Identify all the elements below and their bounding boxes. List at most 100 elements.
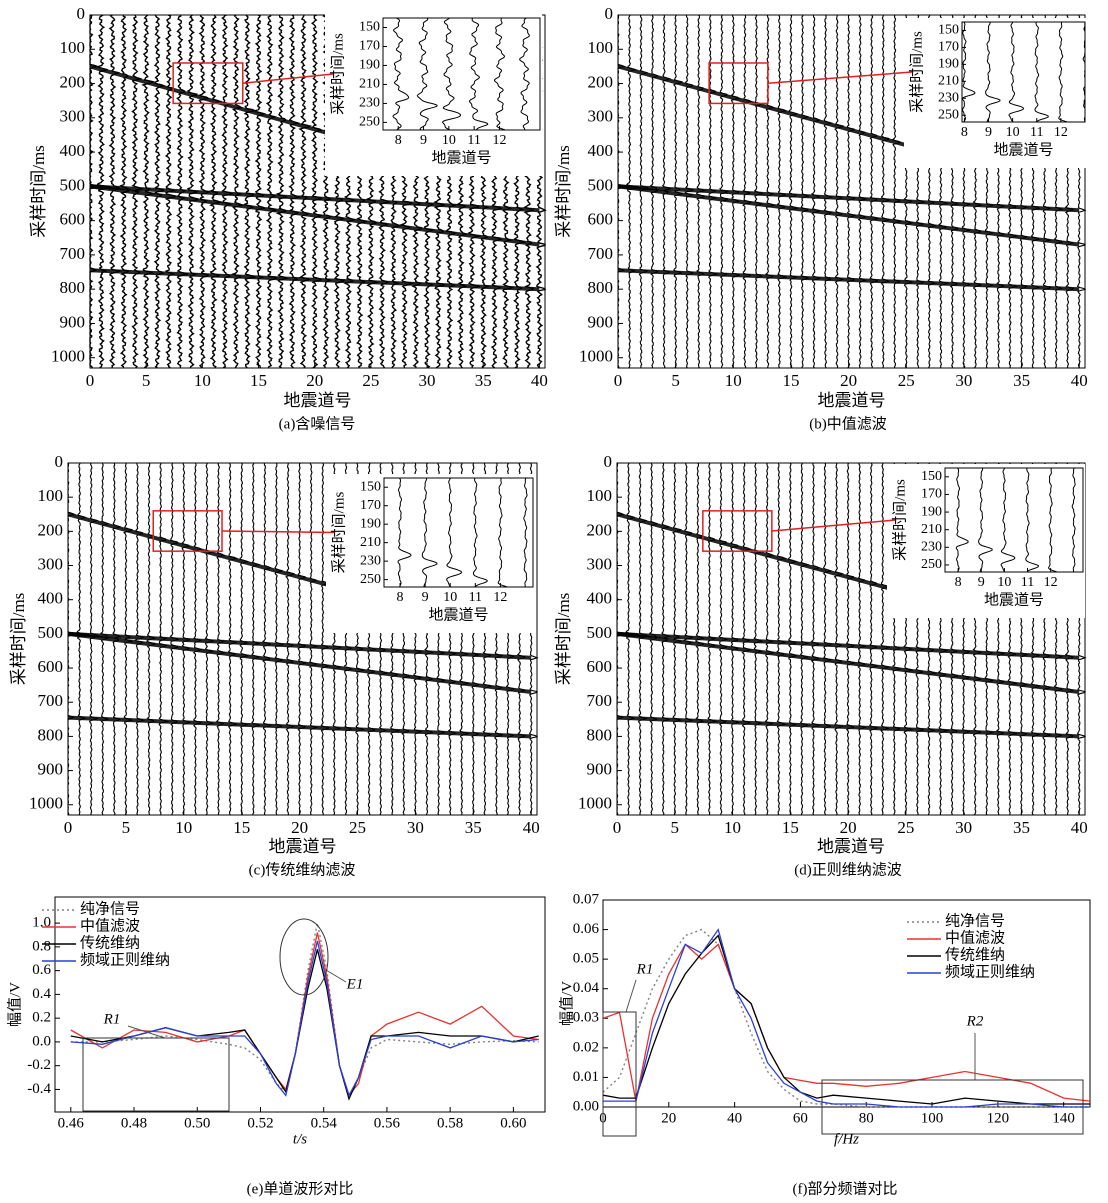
x-tick-label: 5 — [671, 371, 680, 390]
inset-y-tick-label: 250 — [360, 572, 381, 587]
trace — [243, 14, 257, 369]
caption: (a)含噪信号 — [279, 415, 356, 432]
y-tick-label: 600 — [38, 657, 64, 676]
x-tick-label: 25 — [362, 371, 379, 390]
x-tick-label: 60 — [793, 1110, 808, 1126]
event — [67, 631, 532, 660]
inset-y-tick-label: 250 — [359, 115, 380, 130]
trace — [254, 14, 266, 368]
y-tick-label: 0.04 — [573, 980, 600, 996]
x-tick-label: 0.48 — [121, 1115, 147, 1131]
y-tick-label: 300 — [60, 107, 86, 126]
annotation-box — [82, 1037, 230, 1112]
inset-background — [325, 14, 542, 176]
annotation: R2 — [966, 1013, 984, 1029]
trace — [753, 14, 764, 369]
x-tick-label: 0 — [613, 818, 622, 837]
x-tick-label: 25 — [898, 371, 915, 390]
x-tick-label: 25 — [897, 818, 914, 837]
y-tick-label: 200 — [60, 72, 86, 91]
series-line — [70, 932, 539, 1097]
x-tick-label: 0 — [614, 371, 623, 390]
x-axis-label: f/Hz — [834, 1131, 859, 1147]
legend-label: 纯净信号 — [945, 912, 1005, 929]
inset-trace — [1058, 21, 1068, 123]
y-tick-label: 700 — [38, 691, 64, 710]
x-tick-label: 0.56 — [374, 1115, 401, 1131]
inset-x-tick-label: 11 — [469, 590, 482, 605]
zoom-connector — [767, 71, 913, 84]
inset-trace — [421, 477, 438, 588]
x-tick-label: 15 — [233, 818, 250, 837]
trace — [227, 462, 239, 815]
inset-trace — [442, 17, 462, 131]
y-tick-label: 0.8 — [32, 938, 51, 954]
y-tick-label: 0.06 — [573, 921, 600, 937]
y-tick-label: 100 — [38, 486, 64, 505]
y-tick-label: 100 — [60, 38, 86, 57]
annotation-leader — [325, 969, 347, 983]
event — [617, 268, 1080, 292]
y-tick-label: 700 — [588, 244, 614, 263]
inset-trace — [523, 477, 528, 588]
plot-frame — [616, 462, 1086, 816]
trace — [880, 14, 891, 368]
inset-x-tick-label: 10 — [442, 133, 456, 148]
x-tick-label: 20 — [306, 371, 323, 390]
trace — [833, 462, 844, 815]
plot-frame — [89, 14, 546, 369]
inset-y-tick-label: 150 — [359, 20, 380, 35]
y-tick-label: 1000 — [29, 794, 63, 813]
inset-background — [904, 18, 1087, 168]
trace — [810, 14, 822, 368]
y-tick-label: 800 — [60, 278, 86, 297]
trace — [251, 462, 261, 815]
x-tick-label: 0.46 — [58, 1115, 85, 1131]
inset-x-tick-label: 9 — [420, 133, 427, 148]
inset-y-tick-label: 150 — [360, 479, 381, 494]
inset-trace — [961, 21, 976, 123]
legend-label: 中值滤波 — [80, 917, 140, 934]
x-tick-label: 0 — [86, 371, 95, 390]
trace — [857, 462, 867, 815]
inset-x-tick-label: 9 — [978, 575, 985, 590]
inset-y-tick-label: 170 — [360, 498, 381, 513]
inset-x-tick-label: 8 — [395, 133, 402, 148]
trace — [625, 14, 642, 368]
y-tick-label: -0.4 — [27, 1081, 51, 1097]
y-tick-label: 900 — [588, 312, 614, 331]
series-line — [602, 928, 1090, 1108]
annotation: E1 — [346, 976, 364, 992]
series-line — [603, 928, 1090, 1108]
annotation-leader — [127, 1025, 166, 1039]
x-tick-label: 35 — [1013, 371, 1030, 390]
y-tick-label: 0 — [605, 4, 614, 23]
y-tick-label: 400 — [60, 141, 86, 160]
trace — [834, 14, 845, 368]
x-tick-label: 5 — [122, 818, 131, 837]
y-tick-label: 0.00 — [573, 1098, 599, 1114]
inset-y-tick-label: 250 — [938, 107, 959, 122]
y-tick-label: 0.05 — [573, 951, 599, 967]
inset-trace — [1034, 22, 1049, 123]
inset-trace — [978, 467, 993, 573]
trace — [230, 14, 244, 369]
inset-x-tick-label: 12 — [493, 590, 507, 605]
y-tick-label: 500 — [587, 623, 613, 642]
trace — [845, 462, 856, 815]
trace — [810, 462, 821, 815]
trace — [261, 462, 273, 815]
y-tick-label: 0 — [55, 452, 64, 471]
event — [616, 715, 1080, 739]
inset-x-label: 地震道号 — [993, 141, 1053, 158]
legend-label: 频域正则维纳 — [80, 951, 170, 968]
inset-x-label: 地震道号 — [431, 149, 491, 166]
inset-y-label: 采样时间/ms — [908, 31, 925, 113]
y-tick-label: 0.01 — [573, 1069, 599, 1085]
x-tick-label: 20 — [840, 818, 857, 837]
annotation-ellipse — [279, 918, 329, 996]
x-tick-label: 0.60 — [500, 1115, 526, 1131]
inset-x-tick-label: 8 — [397, 590, 404, 605]
y-tick-label: 800 — [38, 725, 64, 744]
x-tick-label: 25 — [349, 818, 366, 837]
